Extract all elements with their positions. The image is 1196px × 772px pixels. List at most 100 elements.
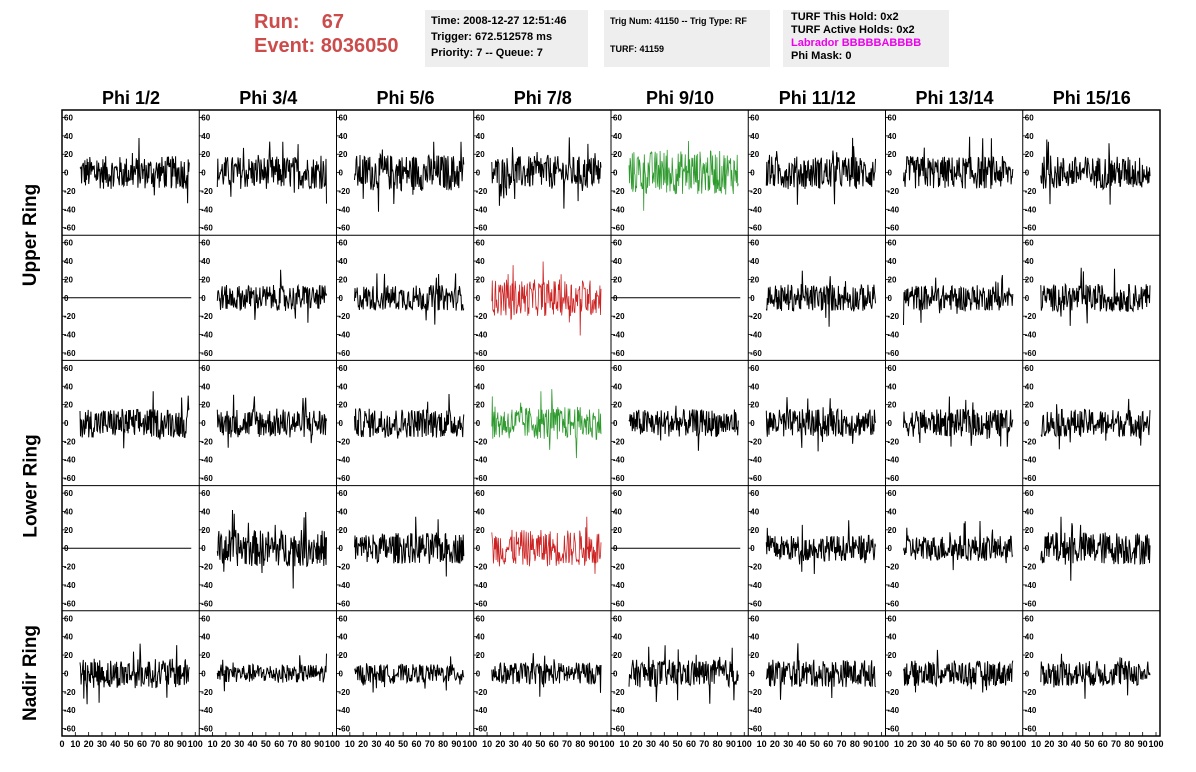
y-tick-label: -40 [888,581,900,590]
y-tick-label: 0 [888,169,893,178]
waveform-r0-c4 [628,140,739,211]
y-tick-label: -40 [613,331,625,340]
x-tick-label: 30 [783,739,793,749]
y-tick-label: -20 [888,563,900,572]
y-tick-label: -40 [476,205,488,214]
y-tick-label: -40 [201,205,213,214]
x-tick-label: 100 [737,739,752,749]
y-tick-label: 20 [888,651,897,660]
y-tick-label: -40 [613,456,625,465]
y-tick-label: -60 [201,724,213,733]
waveform-r3-c2 [354,516,465,577]
y-tick-label: 20 [613,275,622,284]
y-tick-label: 0 [201,544,206,553]
y-tick-label: -20 [750,563,762,572]
turf-active-holds-text: TURF Active Holds: 0x2 [791,24,915,36]
y-tick-label: 40 [476,507,485,516]
x-tick-label: 50 [673,739,683,749]
y-tick-label: -60 [476,724,488,733]
y-tick-label: 60 [1025,114,1034,123]
y-tick-label: 60 [201,364,210,373]
y-tick-label: -60 [750,224,762,233]
y-tick-label: 40 [613,257,622,266]
x-tick-label: 60 [686,739,696,749]
x-tick-label: 100 [1011,739,1026,749]
y-tick-label: 60 [476,239,485,248]
y-tick-label: -40 [1025,706,1037,715]
y-tick-label: -20 [1025,437,1037,446]
x-tick-label: 30 [97,739,107,749]
y-tick-label: -40 [888,706,900,715]
y-tick-label: 20 [201,275,210,284]
y-tick-label: 20 [476,275,485,284]
waveform-r4-c5 [765,643,876,700]
y-tick-label: 60 [476,364,485,373]
waveform-r4-c0 [79,643,190,705]
y-tick-label: -20 [64,437,76,446]
x-tick-label: 90 [589,739,599,749]
y-tick-label: -40 [476,581,488,590]
y-tick-label: -60 [201,224,213,233]
y-tick-label: 40 [888,257,897,266]
y-tick-label: 20 [613,526,622,535]
y-tick-label: 40 [613,132,622,141]
y-tick-label: -20 [476,312,488,321]
y-tick-label: 60 [64,239,73,248]
x-tick-label: 80 [438,739,448,749]
waveform-r2-c1 [216,394,327,448]
x-tick-label: 60 [274,739,284,749]
y-tick-label: -20 [613,187,625,196]
turf-this-hold-text: TURF This Hold: 0x2 [791,11,899,23]
y-tick-label: 20 [201,401,210,410]
trig-info-box: Trig Num: 41150 -- Trig Type: RF TURF: 4… [604,10,770,67]
column-title-3: Phi 5/6 [376,88,435,108]
y-tick-label: -20 [201,563,213,572]
y-tick-label: -20 [339,312,351,321]
waveform-r4-c7 [1040,653,1151,699]
y-tick-label: -60 [613,599,625,608]
y-tick-label: -60 [888,599,900,608]
x-tick-label: 20 [358,739,368,749]
y-tick-label: 20 [888,275,897,284]
x-tick-label: 80 [575,739,585,749]
y-tick-label: 60 [339,239,348,248]
y-tick-label: -60 [339,724,351,733]
y-tick-label: -60 [339,599,351,608]
y-tick-label: 40 [201,257,210,266]
waveform-r3-c1 [216,509,327,589]
y-tick-label: 40 [750,257,759,266]
y-tick-label: 0 [750,294,755,303]
y-tick-label: -60 [476,349,488,358]
y-tick-label: 0 [201,669,206,678]
y-tick-label: 20 [476,150,485,159]
y-tick-label: 0 [339,419,344,428]
y-tick-label: 20 [750,275,759,284]
y-tick-label: -60 [201,599,213,608]
y-tick-label: 0 [750,669,755,678]
y-tick-label: 20 [1025,651,1034,660]
y-tick-label: 60 [201,614,210,623]
y-tick-label: -40 [750,581,762,590]
x-tick-label: 90 [863,739,873,749]
y-tick-label: 20 [64,275,73,284]
x-tick-label: 50 [947,739,957,749]
y-tick-label: 0 [476,419,481,428]
y-tick-label: 60 [64,614,73,623]
y-tick-label: -20 [613,312,625,321]
y-tick-label: 0 [888,419,893,428]
x-tick-label: 10 [619,739,629,749]
y-tick-label: 0 [613,419,618,428]
y-tick-label: -20 [750,437,762,446]
x-tick-label: 30 [1058,739,1068,749]
y-tick-label: 40 [339,132,348,141]
y-tick-label: -40 [339,706,351,715]
waveform-r4-c6 [903,649,1014,693]
y-tick-label: 0 [750,169,755,178]
y-tick-label: 40 [64,382,73,391]
y-tick-label: -60 [201,349,213,358]
y-tick-label: 40 [613,507,622,516]
x-tick-label: 70 [837,739,847,749]
run-event-label: Run: 67 Event: 8036050 [254,10,399,58]
y-tick-label: -60 [1025,724,1037,733]
y-tick-label: 20 [1025,150,1034,159]
